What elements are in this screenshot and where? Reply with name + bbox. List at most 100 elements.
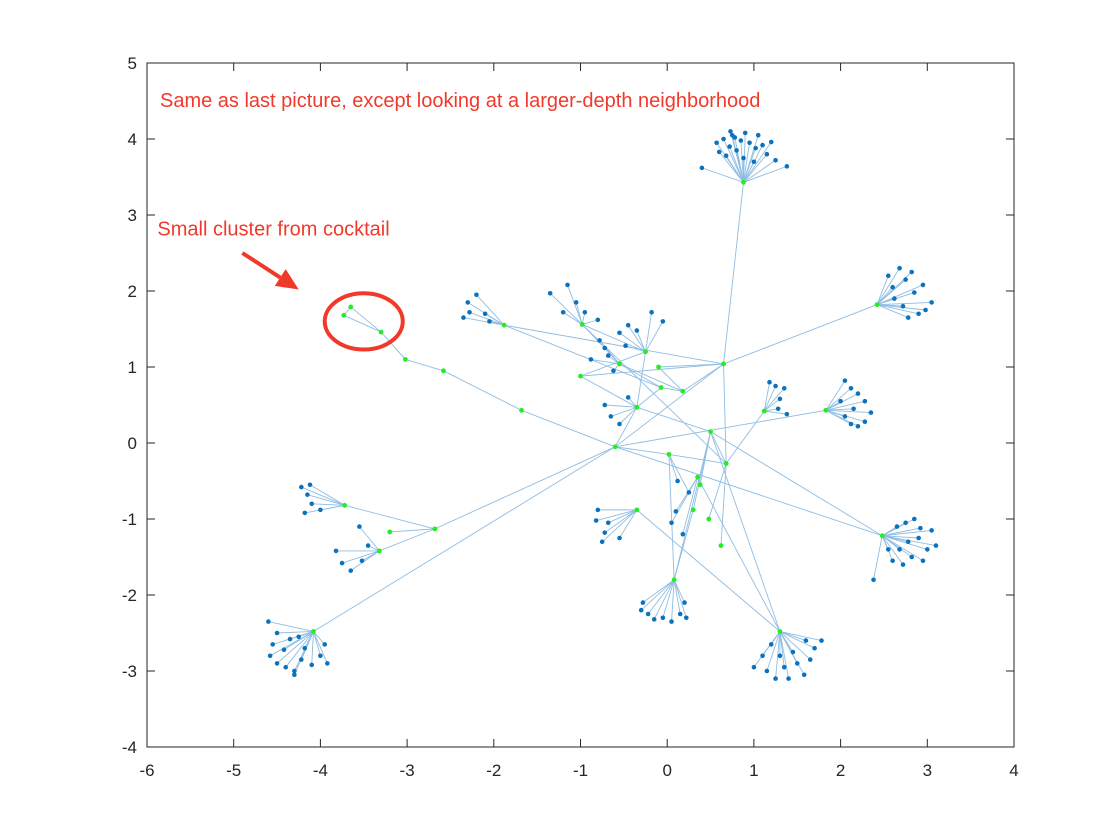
annotation-text-main: Same as last picture, except looking at … [160,90,760,112]
graph-node-highlight [718,543,724,548]
graph-edge [692,431,711,510]
graph-node [640,600,646,605]
graph-node [777,396,783,402]
graph-node [660,319,666,324]
graph-node [617,421,622,427]
graph-node [862,398,868,404]
graph-node-highlight [680,388,686,394]
graph-edge [504,324,724,365]
x-tick-label: -2 [486,761,501,780]
graph-node-highlight [501,322,507,328]
graph-edge [876,304,919,315]
graph-edge [283,631,314,651]
graph-edge [668,453,727,464]
x-tick-label: -4 [313,761,328,780]
nodes-layer [266,129,939,681]
annotation-layer: Same as last picture, except looking at … [157,90,760,352]
graph-node-highlight [671,577,677,583]
graph-edge [682,363,724,392]
graph-edge [825,400,841,411]
graph-node [784,164,790,169]
graph-edge [723,363,727,464]
y-tick-label: -1 [122,510,137,529]
graph-edge [725,410,765,464]
graph-edge [825,400,865,411]
graph-node [807,657,813,662]
graph-edge [636,387,662,408]
graph-edge [405,358,444,372]
graph-node [595,507,601,513]
graph-node [751,159,757,165]
graph-node [842,378,848,383]
graph-edge [671,579,675,622]
graph-node [645,611,651,617]
graph-edge [277,631,314,634]
graph-node [819,638,824,643]
y-tick-label: 0 [128,434,137,453]
graph-node [307,482,313,488]
graph-edge [882,535,919,539]
graph-edge [313,631,326,645]
graph-edge [881,535,904,565]
graph-node [623,343,628,349]
graph-edge [489,320,505,326]
graph-edge [697,476,781,632]
graph-node [325,661,330,666]
graph-edge [770,631,781,645]
graph-node [274,630,280,636]
graph-node [359,558,365,564]
annotation-text-cluster: Small cluster from cocktail [157,219,389,241]
graph-edge [309,484,345,506]
x-tick-label: 1 [749,761,758,780]
graph-node [595,317,601,323]
graph-node [565,282,570,288]
graph-node [732,135,738,140]
graph-node-highlight [823,407,829,413]
graph-node-highlight [376,548,382,554]
graph-node [890,558,895,564]
graph-node [611,368,616,374]
graph-edge [876,304,909,319]
graph-edge [779,631,822,642]
graph-node [714,140,719,146]
graph-node [728,129,733,134]
graph-node-highlight [634,507,640,513]
graph-edge [615,446,669,455]
graph-node-highlight [402,357,408,362]
graph-node-highlight [432,526,438,532]
graph-node [266,619,271,624]
graph-node [764,668,770,674]
graph-edge [380,331,406,360]
graph-node-highlight [341,312,347,318]
graph-node-highlight [387,529,393,535]
graph-edge [779,631,794,653]
graph-node [357,524,362,529]
graph-edge [876,286,893,305]
graph-node [309,501,315,507]
graph-edge [779,631,790,679]
graph-edge [881,535,900,550]
graph-edge [673,579,687,618]
graph-node-highlight [761,408,767,414]
graph-edge [601,509,638,543]
graph-node [322,642,328,647]
graph-edge [590,358,620,365]
graph-node [862,419,868,425]
x-tick-label: -5 [226,761,241,780]
graph-node [911,516,917,522]
graph-edge [636,509,781,632]
graph-edge [881,535,889,550]
graph-node-highlight [378,329,384,335]
graph-node-highlight [579,322,585,327]
graph-node [842,414,848,419]
graph-node [855,391,861,396]
graph-node [734,148,739,153]
graph-node-highlight [643,349,648,355]
graph-edge [743,159,776,183]
graph-node [588,357,594,362]
graph-edge [673,431,711,580]
x-tick-label: -1 [573,761,588,780]
graph-node [871,577,876,583]
graph-node [764,151,770,157]
graph-node [868,410,874,415]
